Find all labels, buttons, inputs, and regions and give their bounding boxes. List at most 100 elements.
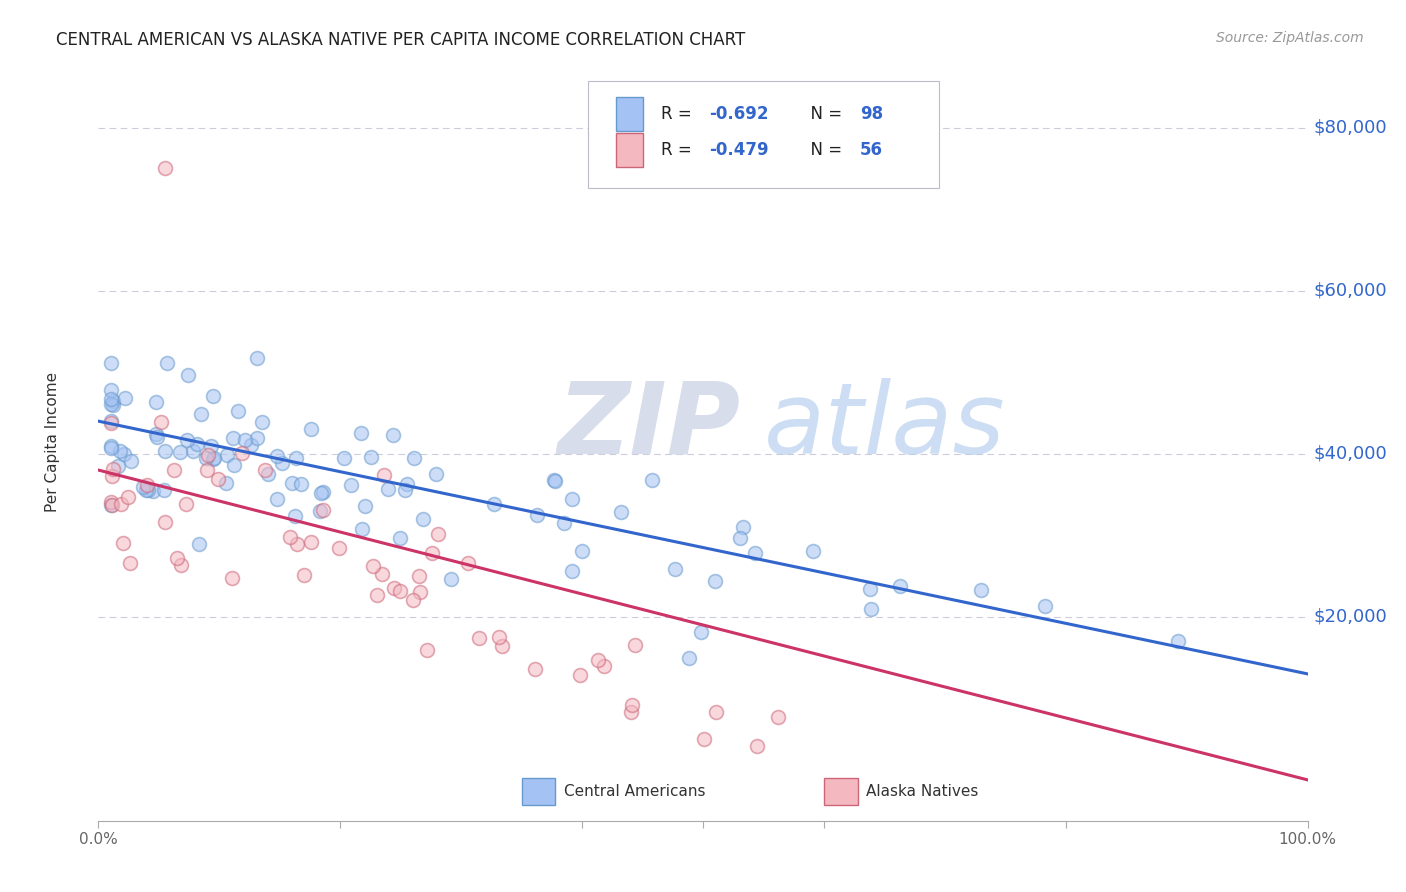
Point — [103, 398, 125, 412]
Point — [253, 463, 276, 477]
Point — [640, 473, 662, 487]
Point — [120, 453, 142, 467]
Point — [333, 450, 356, 465]
Point — [371, 567, 394, 582]
Point — [103, 462, 125, 476]
Text: N =: N = — [800, 141, 846, 159]
Point — [420, 546, 443, 560]
Point — [186, 437, 208, 451]
Point — [285, 536, 308, 550]
Point — [412, 511, 434, 525]
Point — [107, 459, 129, 474]
Point — [366, 588, 388, 602]
Point — [136, 478, 159, 492]
Point — [201, 451, 224, 466]
Text: CENTRAL AMERICAN VS ALASKA NATIVE PER CAPITA INCOME CORRELATION CHART: CENTRAL AMERICAN VS ALASKA NATIVE PER CA… — [56, 31, 745, 49]
Point — [266, 492, 288, 507]
Point — [221, 431, 243, 445]
Text: $40,000: $40,000 — [1313, 445, 1388, 463]
Point — [156, 356, 179, 370]
Point — [425, 467, 447, 481]
Point — [176, 368, 198, 382]
Text: Alaska Natives: Alaska Natives — [866, 784, 979, 799]
Point — [215, 475, 238, 490]
Text: 98: 98 — [860, 105, 883, 123]
Point — [142, 484, 165, 499]
Point — [467, 631, 489, 645]
Point — [153, 161, 176, 176]
Point — [690, 624, 713, 639]
FancyBboxPatch shape — [522, 778, 555, 805]
Point — [280, 476, 302, 491]
Point — [190, 407, 212, 421]
Point — [312, 485, 335, 500]
Point — [228, 404, 250, 418]
Point — [100, 383, 122, 397]
Point — [704, 574, 727, 588]
Point — [678, 650, 700, 665]
Point — [195, 463, 218, 477]
Point — [373, 467, 395, 482]
Point — [312, 502, 335, 516]
Point — [404, 451, 426, 466]
Text: -0.479: -0.479 — [709, 141, 769, 159]
Point — [290, 477, 312, 491]
Point — [526, 508, 548, 523]
Point — [100, 392, 122, 406]
Point — [250, 415, 273, 429]
Point — [889, 579, 911, 593]
Text: $80,000: $80,000 — [1313, 119, 1388, 136]
Point — [153, 515, 176, 529]
Point — [100, 498, 122, 512]
Point — [221, 571, 243, 585]
Point — [360, 450, 382, 464]
Point — [621, 698, 644, 712]
Point — [176, 433, 198, 447]
Point — [593, 659, 616, 673]
Point — [170, 558, 193, 572]
Point — [200, 440, 222, 454]
FancyBboxPatch shape — [824, 778, 858, 805]
Point — [100, 439, 122, 453]
Point — [543, 473, 565, 487]
Point — [176, 497, 198, 511]
Point — [111, 535, 134, 549]
Text: Per Capita Income: Per Capita Income — [45, 371, 60, 512]
Text: $60,000: $60,000 — [1313, 282, 1388, 300]
Point — [163, 463, 186, 477]
Text: atlas: atlas — [763, 378, 1005, 475]
Point — [382, 427, 405, 442]
Point — [1033, 599, 1056, 614]
FancyBboxPatch shape — [588, 81, 939, 187]
Text: ZIP: ZIP — [558, 378, 741, 475]
Point — [309, 485, 332, 500]
Point — [150, 415, 173, 429]
Point — [100, 441, 122, 455]
Point — [224, 458, 246, 472]
FancyBboxPatch shape — [616, 133, 643, 167]
Point — [561, 564, 583, 578]
Point — [152, 483, 174, 498]
FancyBboxPatch shape — [616, 97, 643, 131]
Point — [664, 562, 686, 576]
Point — [100, 416, 122, 430]
Point — [110, 497, 132, 511]
Point — [728, 531, 751, 545]
Point — [299, 422, 322, 436]
Point — [215, 449, 238, 463]
Point — [112, 447, 135, 461]
Point — [100, 356, 122, 370]
Point — [207, 472, 229, 486]
Point — [389, 584, 412, 599]
Point — [377, 482, 399, 496]
Point — [408, 569, 430, 583]
Point — [693, 731, 716, 746]
Point — [146, 430, 169, 444]
Point — [108, 444, 131, 458]
Point — [1167, 634, 1189, 648]
Point — [284, 450, 307, 465]
Point — [747, 739, 769, 753]
Point — [440, 572, 463, 586]
Point — [100, 495, 122, 509]
Point — [181, 444, 204, 458]
